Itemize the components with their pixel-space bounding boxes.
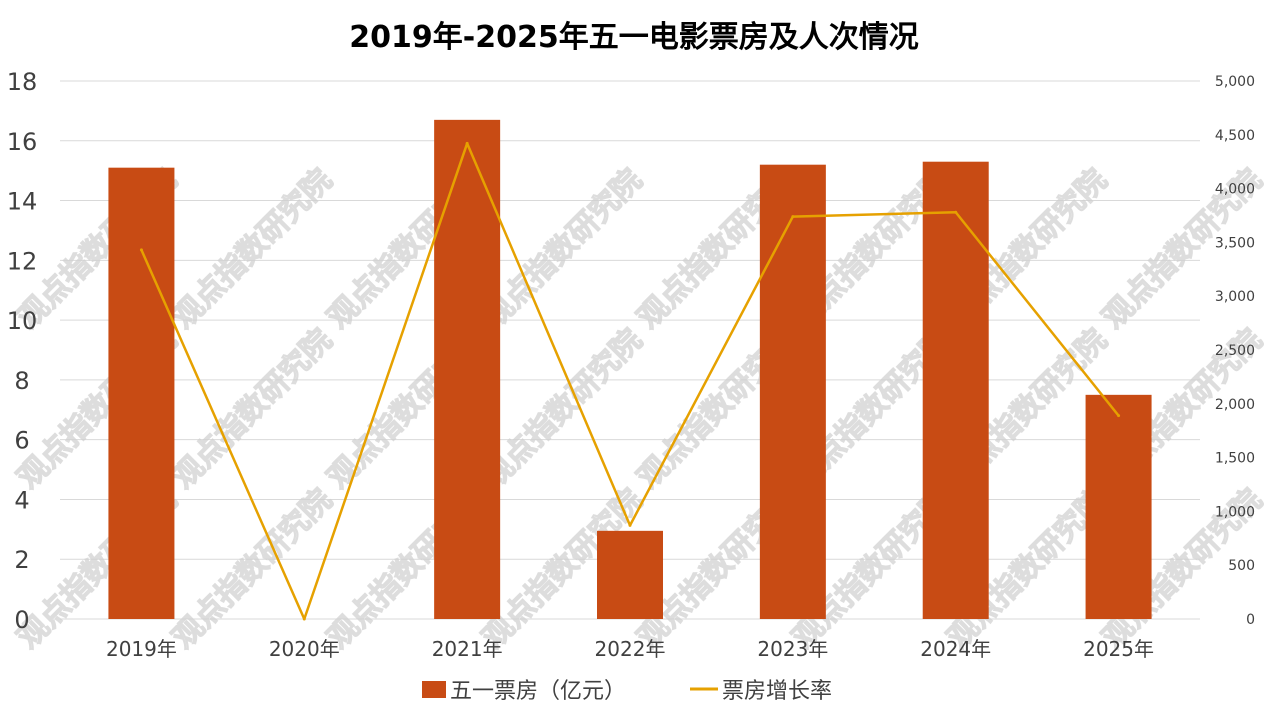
- chart-title: 2019年-2025年五一电影票房及人次情况: [349, 20, 918, 55]
- x-tick-label: 2023年: [757, 637, 828, 661]
- watermark-text: 观点指数研究院: [476, 322, 649, 495]
- right-tick-label: 5,000: [1215, 74, 1255, 90]
- x-tick-label: 2025年: [1083, 637, 1154, 661]
- bar: [597, 530, 663, 619]
- legend: 五一票房（亿元） 票房增长率: [422, 679, 832, 704]
- legend-bar-swatch: [422, 681, 446, 698]
- right-tick-label: 500: [1228, 558, 1255, 574]
- left-tick-label: 0: [14, 606, 29, 634]
- left-tick-label: 18: [7, 68, 38, 96]
- x-tick-label: 2019年: [106, 637, 177, 661]
- line-point: [139, 248, 143, 252]
- left-tick-label: 10: [7, 307, 38, 335]
- line-point: [791, 215, 795, 219]
- right-tick-label: 3,000: [1215, 289, 1255, 305]
- line-series: [139, 141, 1121, 621]
- left-tick-label: 14: [7, 188, 38, 216]
- x-tick-label: 2020年: [269, 637, 340, 661]
- line-point: [302, 617, 306, 621]
- right-y-axis: 0 500 1,000 1,500 2,000 2,500 3,000 3,500 4,000 4…: [1215, 74, 1255, 628]
- right-tick-label: 3,500: [1215, 235, 1255, 251]
- right-tick-label: 1,500: [1215, 451, 1255, 467]
- line-point: [628, 523, 632, 527]
- x-tick-label: 2022年: [595, 637, 666, 661]
- legend-bar-label: 五一票房（亿元）: [450, 679, 626, 704]
- bar: [108, 167, 175, 619]
- legend-line-label: 票房增长率: [722, 679, 832, 704]
- right-tick-label: 4,500: [1215, 128, 1255, 144]
- left-tick-label: 8: [14, 367, 29, 395]
- left-y-axis: 0 2 4 6 8 10 12 14 16 18: [7, 68, 38, 634]
- left-tick-label: 12: [7, 247, 38, 275]
- left-tick-label: 4: [14, 486, 29, 514]
- line-point: [954, 210, 958, 214]
- watermark-text: 观点指数研究院: [166, 322, 339, 495]
- watermark-text: 观点指数研究院: [166, 162, 339, 335]
- right-tick-label: 0: [1246, 612, 1255, 628]
- gridlines: [60, 80, 1200, 620]
- right-tick-label: 1,000: [1215, 504, 1255, 520]
- x-tick-label: 2021年: [432, 637, 503, 661]
- bar: [1085, 394, 1152, 619]
- bar: [922, 161, 989, 619]
- x-axis: 2019年 2020年 2021年 2022年 2023年 2024年 2025年: [106, 637, 1154, 661]
- bar: [434, 119, 501, 619]
- watermark-text: 观点指数研究院: [166, 482, 339, 655]
- bar: [759, 164, 826, 619]
- line-point: [465, 141, 469, 145]
- right-tick-label: 2,000: [1215, 397, 1255, 413]
- right-tick-label: 2,500: [1215, 343, 1255, 359]
- left-tick-label: 16: [7, 128, 38, 156]
- x-tick-label: 2024年: [920, 637, 991, 661]
- line-point: [1117, 414, 1121, 418]
- watermark-text: 观点指数研究院: [476, 162, 649, 335]
- left-tick-label: 6: [14, 427, 29, 455]
- right-tick-label: 4,000: [1215, 182, 1255, 198]
- left-tick-label: 2: [14, 546, 29, 574]
